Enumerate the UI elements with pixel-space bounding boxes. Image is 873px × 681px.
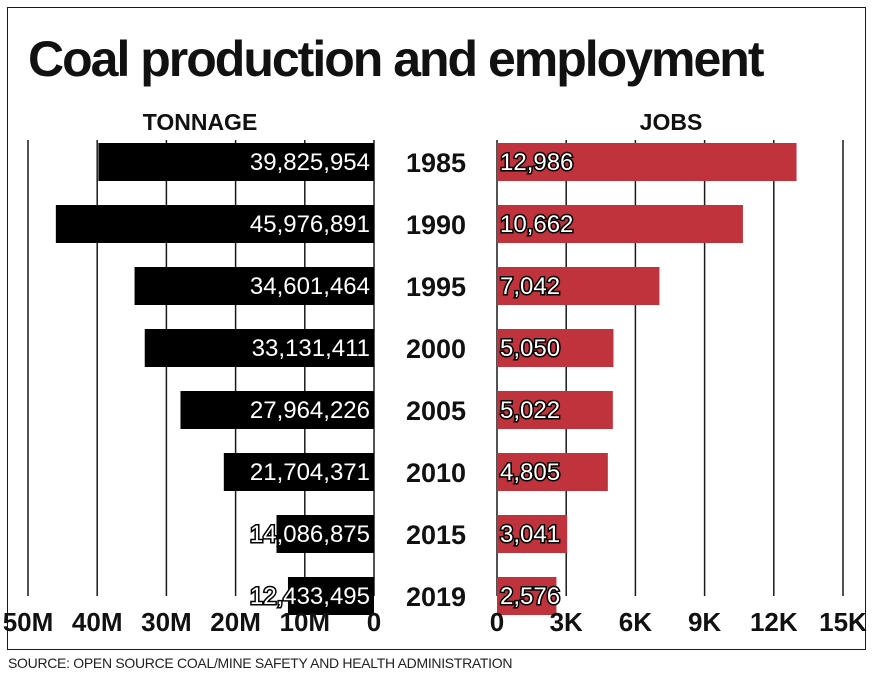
- tonnage-bar: [134, 267, 374, 305]
- tonnage-bar: [98, 143, 375, 181]
- tonnage-value-label: 34,601,464: [250, 273, 370, 300]
- butterfly-chart: 39,825,954 12,986 45,976,891 10,662 34,601,4…: [3, 109, 867, 637]
- tonnage-bar: [276, 515, 374, 553]
- jobs-bar: [497, 329, 614, 367]
- jobs-bar: [497, 391, 613, 429]
- year-label: 2010: [406, 458, 466, 488]
- tonnage-tick-label: 40M: [72, 607, 123, 637]
- tonnage-value-label: 33,131,411: [252, 335, 370, 362]
- jobs-value-label: 2,576: [500, 583, 560, 610]
- tonnage-tick-label: 0: [367, 607, 381, 637]
- tonnage-bar: [144, 329, 374, 367]
- tonnage-header: TONNAGE: [143, 109, 258, 135]
- tonnage-value-label: 12,433,495: [250, 583, 370, 610]
- year-label: 1985: [406, 148, 466, 178]
- chart-title: Coal production and employment: [28, 31, 764, 87]
- year-label: 2000: [406, 334, 466, 364]
- year-label: 2015: [406, 520, 466, 550]
- jobs-value-label: 3,041: [500, 521, 560, 548]
- year-label: 1990: [406, 210, 466, 240]
- year-label: 2005: [406, 396, 466, 426]
- axis-ticks: 50M 40M 30M 20M 10M 0 0 3K 6K 9K 12K 15K: [3, 607, 867, 637]
- year-labels: 1985 1990 1995 2000 2005 2010 2015 2019: [406, 148, 466, 612]
- jobs-bar: [497, 453, 608, 491]
- tonnage-value-label: 14,086,875: [250, 521, 370, 548]
- jobs-value-label: 4,805: [500, 459, 560, 486]
- jobs-bar: [497, 577, 557, 615]
- tonnage-tick-label: 30M: [141, 607, 192, 637]
- tonnage-value-label: 21,704,371: [250, 459, 370, 486]
- tonnage-value-label: 45,976,891: [250, 211, 370, 238]
- jobs-bar: [497, 143, 797, 181]
- source-note: SOURCE: OPEN SOURCE COAL/MINE SAFETY AND…: [8, 655, 513, 671]
- jobs-tick-label: 12K: [750, 607, 798, 637]
- jobs-tick-label: 9K: [688, 607, 721, 637]
- tonnage-bar: [55, 205, 375, 243]
- jobs-bar: [497, 205, 743, 243]
- tonnage-bar: [287, 577, 374, 615]
- tonnage-tick-label: 20M: [210, 607, 261, 637]
- value-labels: 39,825,954 12,986 45,976,891 10,662 34,601,4…: [248, 148, 575, 612]
- tonnage-bar: [223, 453, 374, 491]
- series-headers: TONNAGE JOBS: [143, 109, 703, 135]
- jobs-tick-label: 6K: [619, 607, 652, 637]
- jobs-value-label: 5,022: [500, 397, 560, 424]
- jobs-tick-label: 3K: [550, 607, 583, 637]
- jobs-bar: [497, 515, 568, 553]
- tonnage-bar: [180, 391, 374, 429]
- year-label: 2019: [406, 582, 466, 612]
- bars: [55, 143, 797, 615]
- jobs-value-label: 7,042: [500, 273, 560, 300]
- jobs-value-label: 10,662: [500, 211, 573, 238]
- jobs-header: JOBS: [640, 109, 703, 135]
- tonnage-tick-label: 50M: [3, 607, 54, 637]
- tonnage-tick-label: 10M: [280, 607, 331, 637]
- tonnage-value-label: 39,825,954: [250, 149, 370, 176]
- jobs-tick-label: 0: [490, 607, 504, 637]
- chart-frame: Coal production and employment: [7, 7, 866, 650]
- tonnage-value-label: 27,964,226: [250, 397, 370, 424]
- year-label: 1995: [406, 272, 466, 302]
- jobs-value-label: 12,986: [500, 149, 573, 176]
- jobs-tick-label: 15K: [819, 607, 867, 637]
- jobs-value-label: 5,050: [500, 335, 560, 362]
- jobs-bar: [497, 267, 660, 305]
